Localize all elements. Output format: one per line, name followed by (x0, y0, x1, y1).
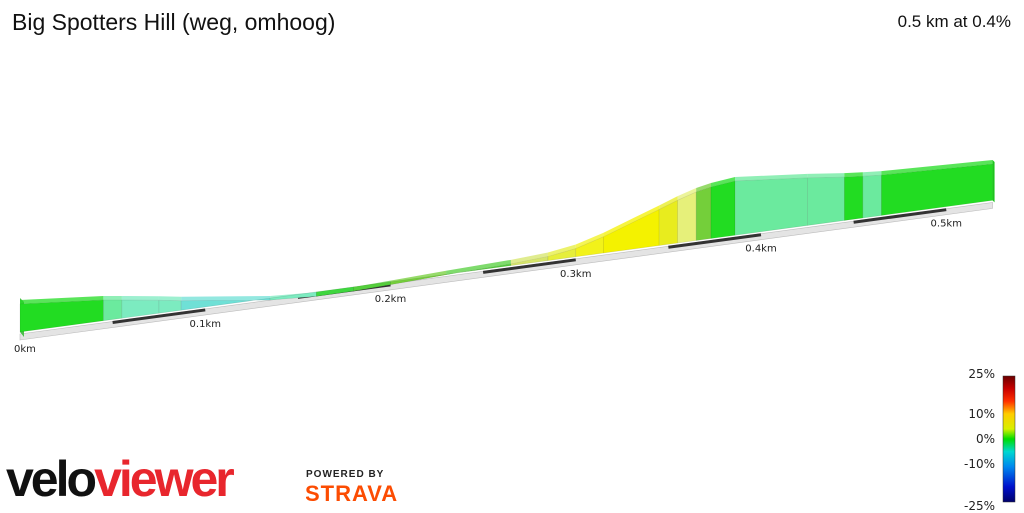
profile-segment-top (862, 171, 882, 177)
profile-segment-top (696, 183, 711, 192)
profile-segment-top (735, 173, 808, 181)
legend-tick-label: -25% (964, 499, 995, 512)
powered-by-strava: POWERED BY STRAVA (305, 466, 416, 511)
legend-tick-label: 25% (968, 367, 995, 381)
distance-tick-label: 0km (14, 344, 36, 355)
distance-ticks: 0km 0.1km 0.2km 0.3km 0.4km 0.5km (14, 219, 962, 355)
distance-tick-label: 0.5km (931, 219, 962, 230)
profile-segment (103, 299, 123, 322)
profile-segment-top (807, 173, 845, 178)
strava-wordmark: STRAVA (306, 481, 398, 506)
profile-segment-top (710, 176, 736, 188)
legend-tick-label: -10% (964, 457, 995, 471)
logo-text: veloviewer (6, 452, 234, 507)
profile-segment (807, 176, 845, 226)
profile-segment (158, 299, 182, 314)
profile-segment-top (158, 296, 182, 301)
profile-segment-top (446, 259, 511, 275)
profile-segment-top (121, 296, 159, 301)
profile-segment-top (881, 160, 993, 176)
gradient-legend: 25% 10% 0% -10% -25% (964, 367, 1016, 512)
profile-segment-top (844, 172, 863, 178)
profile-segment (862, 174, 882, 219)
profile-segment-top (659, 196, 678, 210)
profile-floor (19, 202, 993, 341)
distance-band (112, 308, 206, 324)
page-title: Big Spotters Hill (weg, omhoog) (12, 9, 336, 35)
profile-segment (734, 177, 808, 236)
profile-segment (695, 186, 712, 241)
profile-segment-top (603, 205, 660, 237)
distance-tick-label: 0.4km (745, 244, 776, 255)
profile-segment (844, 175, 864, 221)
legend-tick-label: 0% (976, 432, 995, 446)
distance-tick-label: 0.2km (375, 294, 406, 305)
profile-segment-top (677, 187, 697, 201)
profile-segment-top (103, 296, 122, 300)
profile-segment-top (575, 232, 604, 249)
veloviewer-logo: veloviewer (6, 451, 296, 513)
profile-segment-top (510, 252, 548, 264)
distance-tick-label: 0.1km (190, 319, 221, 330)
profile-segment (710, 180, 736, 239)
profile-segment-top (181, 295, 271, 301)
profile-base (19, 202, 993, 341)
distance-band (482, 258, 576, 274)
powered-by-label: POWERED BY (306, 469, 384, 480)
profile-segment-top (547, 244, 576, 257)
distance-band (668, 233, 762, 249)
distance-tick-label: 0.3km (560, 269, 591, 280)
gradient-colorbar (1002, 375, 1016, 503)
profile-segment (677, 191, 697, 244)
distance-band (853, 208, 947, 224)
segment-summary: 0.5 km at 0.4% (897, 12, 1011, 31)
legend-tick-label: 10% (968, 407, 995, 421)
profile-end-wall (992, 160, 995, 203)
profile-segment-top (20, 296, 104, 304)
profile-segments (19, 160, 995, 333)
